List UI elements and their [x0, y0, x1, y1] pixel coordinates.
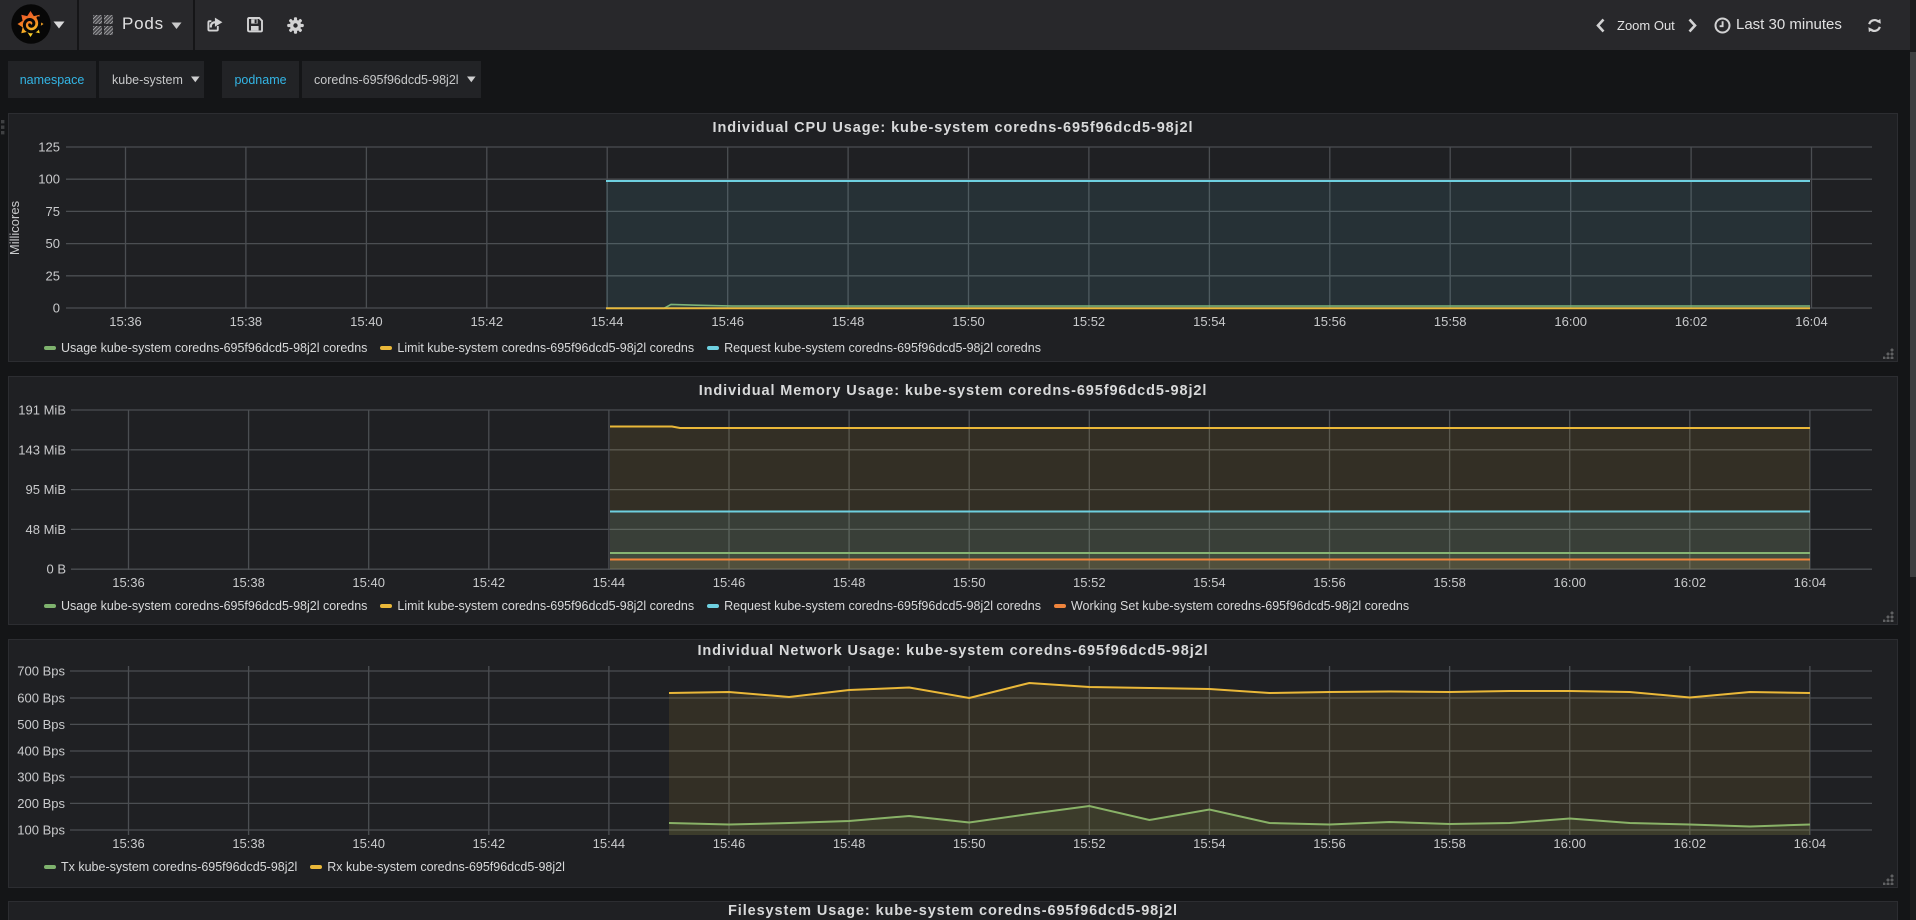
- svg-text:143 MiB: 143 MiB: [18, 442, 66, 457]
- svg-text:15:46: 15:46: [713, 836, 746, 851]
- svg-text:50: 50: [46, 236, 60, 251]
- svg-text:15:48: 15:48: [832, 314, 865, 329]
- svg-text:16:02: 16:02: [1674, 575, 1707, 590]
- svg-text:15:36: 15:36: [112, 575, 145, 590]
- svg-text:15:58: 15:58: [1433, 575, 1466, 590]
- svg-text:700 Bps: 700 Bps: [17, 664, 65, 679]
- svg-text:200 Bps: 200 Bps: [17, 796, 65, 811]
- svg-text:15:36: 15:36: [109, 314, 142, 329]
- svg-text:15:54: 15:54: [1193, 314, 1226, 329]
- svg-text:15:36: 15:36: [112, 836, 145, 851]
- svg-text:0 B: 0 B: [46, 562, 66, 577]
- svg-text:100 Bps: 100 Bps: [17, 823, 65, 838]
- svg-text:15:38: 15:38: [230, 314, 263, 329]
- svg-text:600 Bps: 600 Bps: [17, 691, 65, 706]
- svg-text:15:46: 15:46: [713, 575, 746, 590]
- svg-text:15:50: 15:50: [953, 575, 986, 590]
- svg-text:125: 125: [38, 140, 60, 155]
- svg-text:16:00: 16:00: [1553, 575, 1586, 590]
- svg-text:15:40: 15:40: [350, 314, 383, 329]
- svg-text:15:56: 15:56: [1313, 836, 1346, 851]
- svg-text:15:50: 15:50: [953, 836, 986, 851]
- svg-text:15:58: 15:58: [1434, 314, 1467, 329]
- svg-text:191 MiB: 191 MiB: [18, 403, 66, 418]
- svg-text:15:54: 15:54: [1193, 575, 1226, 590]
- svg-text:15:42: 15:42: [473, 575, 506, 590]
- svg-text:15:42: 15:42: [471, 314, 504, 329]
- svg-text:15:56: 15:56: [1313, 575, 1346, 590]
- svg-text:15:50: 15:50: [952, 314, 985, 329]
- svg-text:300 Bps: 300 Bps: [17, 770, 65, 785]
- svg-text:15:40: 15:40: [352, 575, 385, 590]
- svg-text:15:38: 15:38: [232, 836, 265, 851]
- svg-text:0: 0: [53, 301, 60, 316]
- svg-text:15:52: 15:52: [1073, 575, 1106, 590]
- svg-text:16:04: 16:04: [1794, 575, 1827, 590]
- svg-text:75: 75: [46, 204, 60, 219]
- svg-text:15:44: 15:44: [591, 314, 624, 329]
- svg-text:25: 25: [46, 268, 60, 283]
- svg-text:95 MiB: 95 MiB: [26, 482, 66, 497]
- svg-text:15:44: 15:44: [593, 836, 626, 851]
- svg-text:16:04: 16:04: [1794, 836, 1827, 851]
- svg-text:15:58: 15:58: [1433, 836, 1466, 851]
- svg-text:100: 100: [38, 172, 60, 187]
- svg-text:15:48: 15:48: [833, 575, 866, 590]
- svg-text:15:42: 15:42: [473, 836, 506, 851]
- svg-text:15:54: 15:54: [1193, 836, 1226, 851]
- svg-text:15:56: 15:56: [1314, 314, 1347, 329]
- svg-text:16:04: 16:04: [1795, 314, 1828, 329]
- svg-text:15:48: 15:48: [833, 836, 866, 851]
- svg-text:15:40: 15:40: [352, 836, 385, 851]
- svg-text:Millicores: Millicores: [8, 200, 22, 255]
- svg-text:16:02: 16:02: [1674, 836, 1707, 851]
- svg-text:16:00: 16:00: [1553, 836, 1586, 851]
- svg-text:15:38: 15:38: [232, 575, 265, 590]
- svg-text:48 MiB: 48 MiB: [26, 522, 66, 537]
- svg-text:15:44: 15:44: [593, 575, 626, 590]
- svg-text:500 Bps: 500 Bps: [17, 717, 65, 732]
- svg-text:16:02: 16:02: [1675, 314, 1708, 329]
- svg-text:15:52: 15:52: [1073, 314, 1106, 329]
- svg-text:15:52: 15:52: [1073, 836, 1106, 851]
- svg-text:15:46: 15:46: [711, 314, 744, 329]
- svg-text:400 Bps: 400 Bps: [17, 744, 65, 759]
- svg-text:16:00: 16:00: [1554, 314, 1587, 329]
